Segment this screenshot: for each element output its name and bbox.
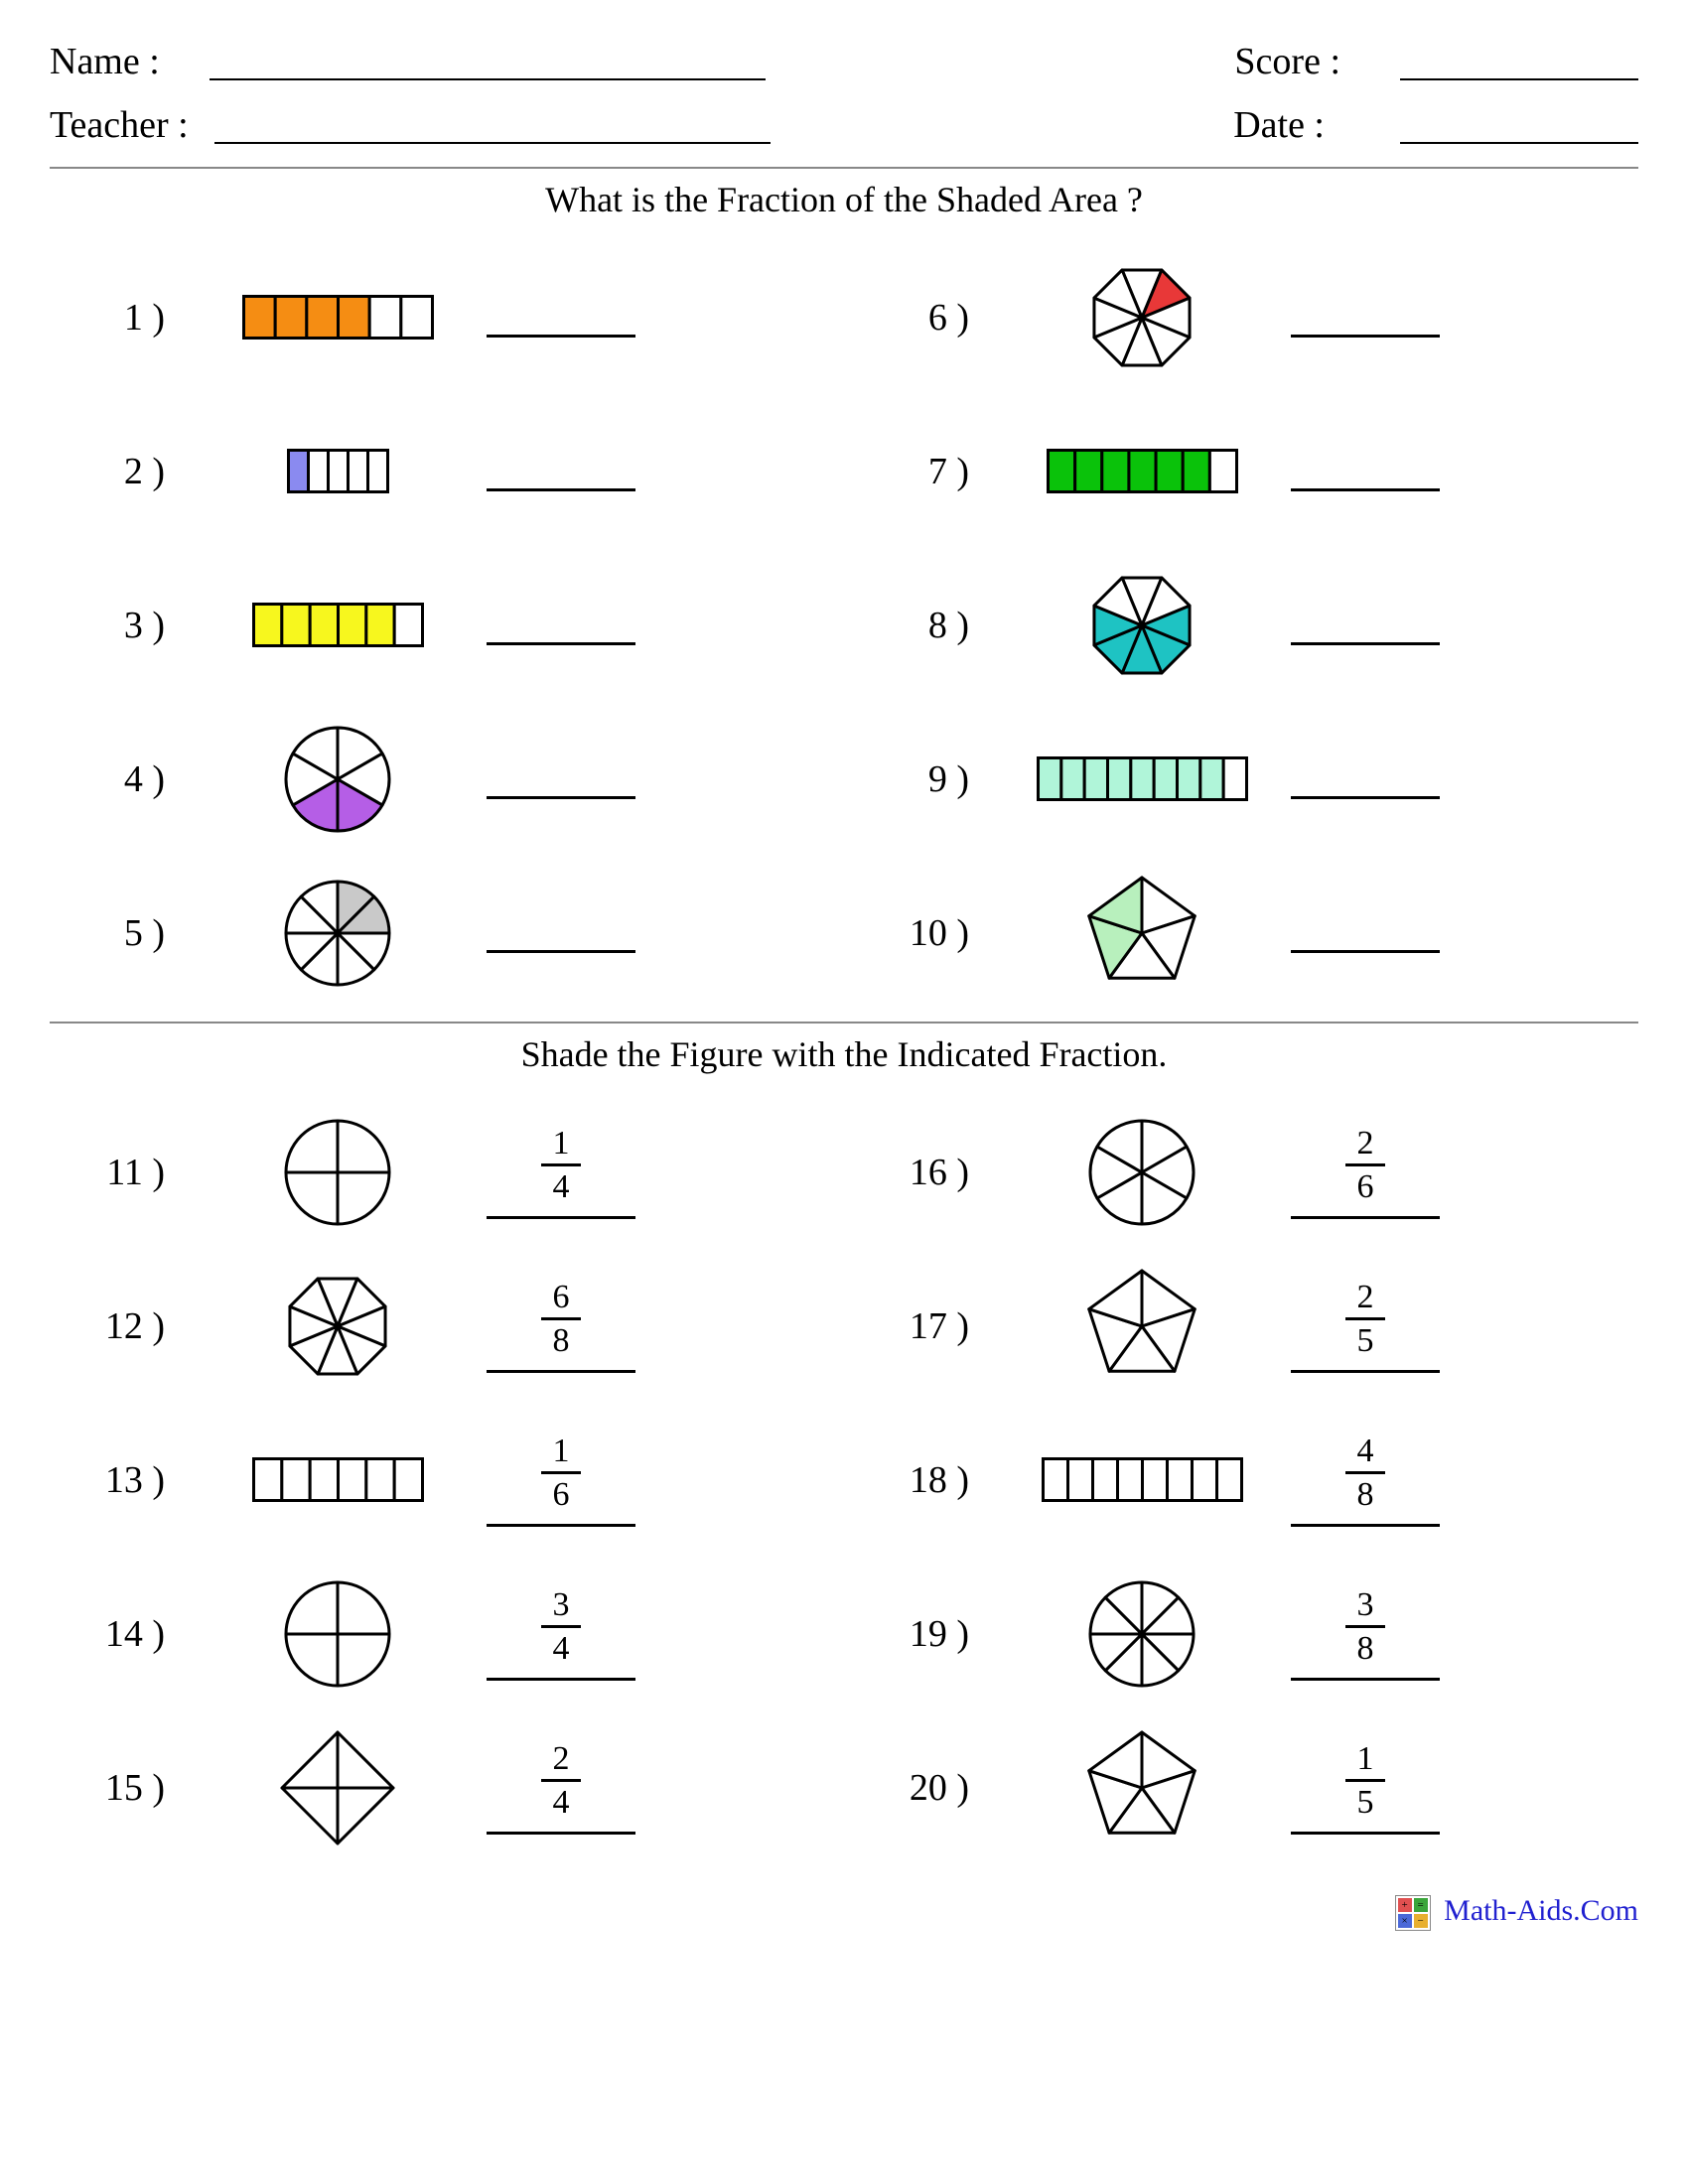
problem: 15 ) 24 <box>50 1710 834 1864</box>
fraction-shape <box>189 1579 487 1689</box>
fraction-shape <box>189 449 487 493</box>
problem-number: 1 ) <box>50 296 189 340</box>
fraction-shape <box>993 571 1291 680</box>
problem: 17 ) 25 <box>854 1249 1638 1403</box>
problem-number: 9 ) <box>854 757 993 801</box>
section1-problems: 1 ) 6 ) 2 ) 7 ) 3 ) 8 ) 4 ) 9 ) 5 ) 10 ) <box>50 240 1638 1010</box>
problem-number: 8 ) <box>854 604 993 647</box>
problem-number: 11 ) <box>50 1151 189 1194</box>
answer-blank[interactable] <box>1291 452 1440 491</box>
problem-number: 19 ) <box>854 1612 993 1656</box>
problem: 6 ) <box>854 240 1638 394</box>
fraction-answer: 38 <box>1291 1586 1440 1682</box>
answer-blank[interactable] <box>1291 606 1440 645</box>
problem-number: 12 ) <box>50 1304 189 1348</box>
problem-number: 15 ) <box>50 1766 189 1810</box>
fraction-shape <box>189 879 487 988</box>
fraction-shape <box>993 756 1291 801</box>
fraction-shape <box>993 1118 1291 1227</box>
fraction-shape <box>993 1579 1291 1689</box>
name-label: Name : <box>50 40 160 83</box>
problem: 1 ) <box>50 240 834 394</box>
worksheet-header: Name : Score : Teacher : Date : <box>50 40 1638 147</box>
problem: 2 ) <box>50 394 834 548</box>
problem: 5 ) <box>50 856 834 1010</box>
footer: +=×− Math-Aids.Com <box>50 1894 1638 1931</box>
fraction-shape <box>189 1457 487 1502</box>
name-blank[interactable] <box>210 43 766 80</box>
fraction-answer: 34 <box>487 1586 635 1682</box>
problem: 18 ) 48 <box>854 1403 1638 1557</box>
fraction-shape <box>189 1272 487 1381</box>
answer-blank[interactable] <box>1291 913 1440 953</box>
teacher-blank[interactable] <box>214 106 771 144</box>
fraction-shape <box>993 263 1291 372</box>
fraction-shape <box>993 1729 1291 1846</box>
fraction-answer: 14 <box>487 1125 635 1220</box>
answer-blank[interactable] <box>487 452 635 491</box>
brand-link[interactable]: Math-Aids.Com <box>1444 1894 1638 1927</box>
answer-blank[interactable] <box>487 606 635 645</box>
answer-blank[interactable] <box>487 913 635 953</box>
fraction-shape <box>189 295 487 340</box>
math-aids-logo-icon: +=×− <box>1395 1895 1431 1931</box>
problem: 13 ) 16 <box>50 1403 834 1557</box>
problem-number: 16 ) <box>854 1151 993 1194</box>
problem-number: 13 ) <box>50 1458 189 1502</box>
divider <box>50 1022 1638 1024</box>
answer-blank[interactable] <box>487 759 635 799</box>
section2-title: Shade the Figure with the Indicated Frac… <box>50 1033 1638 1075</box>
fraction-answer: 15 <box>1291 1740 1440 1836</box>
problem: 19 ) 38 <box>854 1557 1638 1710</box>
problem-number: 2 ) <box>50 450 189 493</box>
fraction-shape <box>993 1457 1291 1502</box>
problem: 14 ) 34 <box>50 1557 834 1710</box>
teacher-label: Teacher : <box>50 103 189 147</box>
problem-number: 5 ) <box>50 911 189 955</box>
score-label: Score : <box>1234 40 1340 83</box>
problem-number: 10 ) <box>854 911 993 955</box>
problem-number: 20 ) <box>854 1766 993 1810</box>
problem: 7 ) <box>854 394 1638 548</box>
fraction-answer: 26 <box>1291 1125 1440 1220</box>
problem-number: 7 ) <box>854 450 993 493</box>
fraction-shape <box>189 725 487 834</box>
problem: 16 ) 26 <box>854 1095 1638 1249</box>
problem: 9 ) <box>854 702 1638 856</box>
fraction-shape <box>189 1729 487 1846</box>
section2-problems: 11 ) 14 16 ) 26 12 ) 68 17 ) 25 13 ) 16 18 ) 48 14 )… <box>50 1095 1638 1864</box>
date-blank[interactable] <box>1400 106 1638 144</box>
problem-number: 17 ) <box>854 1304 993 1348</box>
problem: 3 ) <box>50 548 834 702</box>
answer-blank[interactable] <box>1291 759 1440 799</box>
problem-number: 18 ) <box>854 1458 993 1502</box>
fraction-answer: 16 <box>487 1433 635 1528</box>
problem-number: 14 ) <box>50 1612 189 1656</box>
problem-number: 4 ) <box>50 757 189 801</box>
fraction-shape <box>993 875 1291 992</box>
fraction-answer: 68 <box>487 1279 635 1374</box>
problem: 11 ) 14 <box>50 1095 834 1249</box>
answer-blank[interactable] <box>487 298 635 338</box>
section1-title: What is the Fraction of the Shaded Area … <box>50 179 1638 220</box>
problem: 4 ) <box>50 702 834 856</box>
fraction-answer: 48 <box>1291 1433 1440 1528</box>
problem: 20 ) 15 <box>854 1710 1638 1864</box>
fraction-shape <box>993 1268 1291 1385</box>
score-blank[interactable] <box>1400 43 1638 80</box>
problem: 10 ) <box>854 856 1638 1010</box>
answer-blank[interactable] <box>1291 298 1440 338</box>
fraction-shape <box>993 449 1291 493</box>
date-label: Date : <box>1233 103 1325 147</box>
fraction-shape <box>189 1118 487 1227</box>
problem: 12 ) 68 <box>50 1249 834 1403</box>
fraction-answer: 24 <box>487 1740 635 1836</box>
problem: 8 ) <box>854 548 1638 702</box>
divider <box>50 167 1638 169</box>
problem-number: 3 ) <box>50 604 189 647</box>
problem-number: 6 ) <box>854 296 993 340</box>
fraction-answer: 25 <box>1291 1279 1440 1374</box>
fraction-shape <box>189 603 487 647</box>
